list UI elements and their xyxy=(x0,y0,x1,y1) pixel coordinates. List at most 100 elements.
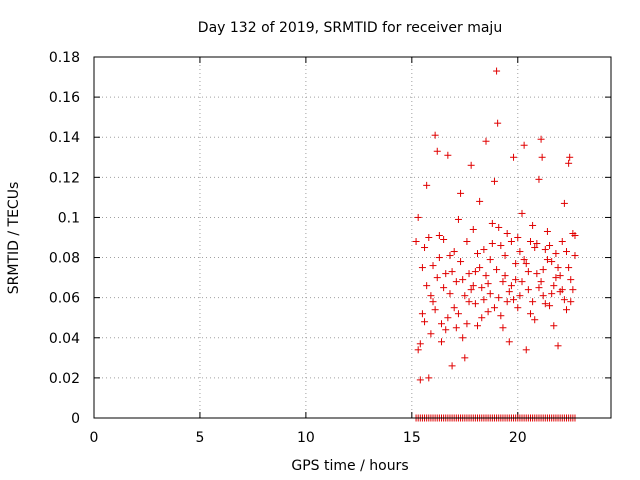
data-point xyxy=(501,252,509,260)
data-point xyxy=(493,266,501,274)
data-point xyxy=(457,189,465,197)
data-point xyxy=(435,254,443,262)
data-point xyxy=(435,231,443,239)
data-point xyxy=(444,314,452,322)
data-point xyxy=(569,286,577,294)
data-point xyxy=(416,340,424,348)
data-point xyxy=(416,376,424,384)
data-point xyxy=(533,270,541,278)
data-point xyxy=(427,292,435,300)
y-tick-label: 0.04 xyxy=(49,331,80,347)
data-point xyxy=(526,310,534,318)
data-point xyxy=(512,260,520,268)
data-point xyxy=(499,278,507,286)
data-point xyxy=(459,276,467,284)
data-point xyxy=(554,264,562,272)
data-point xyxy=(463,320,471,328)
data-point xyxy=(495,294,503,302)
data-point xyxy=(535,175,543,183)
data-point xyxy=(550,282,558,290)
data-point xyxy=(437,320,445,328)
data-point xyxy=(423,181,431,189)
data-point xyxy=(429,298,437,306)
data-point xyxy=(454,310,462,318)
data-point xyxy=(478,314,486,322)
data-point xyxy=(522,260,530,268)
data-point xyxy=(558,286,566,294)
data-point xyxy=(476,197,484,205)
data-point xyxy=(548,290,556,298)
data-point xyxy=(431,306,439,314)
data-point xyxy=(452,324,460,332)
data-point xyxy=(474,322,482,330)
data-point xyxy=(518,278,526,286)
data-point xyxy=(421,244,429,252)
data-point xyxy=(457,258,465,266)
data-point xyxy=(493,67,501,75)
y-tick-label: 0.16 xyxy=(49,90,80,106)
x-tick-label: 20 xyxy=(509,430,527,446)
y-tick-label: 0.08 xyxy=(49,251,80,267)
data-point xyxy=(437,338,445,346)
x-tick-label: 15 xyxy=(403,430,421,446)
data-point xyxy=(452,278,460,286)
data-point xyxy=(425,374,433,382)
data-point xyxy=(450,248,458,256)
data-point xyxy=(567,276,575,284)
data-point xyxy=(488,219,496,227)
data-point xyxy=(431,131,439,139)
data-point xyxy=(512,276,520,284)
y-tick-label: 0.06 xyxy=(49,291,80,307)
data-point xyxy=(516,248,524,256)
data-point xyxy=(514,234,522,241)
data-point xyxy=(440,284,448,292)
data-point xyxy=(554,342,562,350)
y-tick-label: 0.18 xyxy=(49,50,80,66)
data-point xyxy=(524,268,532,276)
data-point xyxy=(522,346,530,354)
data-point xyxy=(535,284,543,292)
y-axis-label: SRMTID / TECUs xyxy=(6,182,22,295)
data-point xyxy=(469,282,477,290)
data-point xyxy=(484,308,492,316)
data-point xyxy=(433,147,441,155)
data-point xyxy=(495,223,503,231)
data-point xyxy=(499,324,507,332)
data-point xyxy=(518,209,526,217)
data-point xyxy=(480,296,488,304)
data-point xyxy=(533,240,541,248)
data-point xyxy=(467,161,475,169)
y-tick-label: 0.14 xyxy=(49,130,80,146)
data-point xyxy=(560,199,568,207)
data-point xyxy=(524,286,532,294)
data-point xyxy=(494,119,502,127)
data-point xyxy=(471,300,479,308)
data-point xyxy=(514,304,522,312)
data-point xyxy=(565,159,573,167)
plot-frame xyxy=(93,56,612,419)
data-point xyxy=(503,229,511,237)
data-point xyxy=(459,334,467,342)
data-point xyxy=(552,274,560,282)
data-point xyxy=(520,141,528,149)
data-point xyxy=(454,215,462,223)
data-point xyxy=(497,312,505,320)
data-point xyxy=(531,316,539,324)
data-point xyxy=(427,330,435,338)
data-point xyxy=(543,256,551,264)
x-tick-label: 5 xyxy=(195,430,204,446)
data-point xyxy=(543,227,551,235)
data-point xyxy=(478,284,486,292)
data-point xyxy=(482,272,490,280)
data-point xyxy=(484,280,492,288)
data-point xyxy=(510,153,518,161)
data-point xyxy=(503,298,511,306)
data-point xyxy=(546,242,554,250)
data-point xyxy=(418,310,426,318)
data-point xyxy=(526,238,534,246)
data-point xyxy=(563,306,571,314)
data-point xyxy=(550,322,558,330)
data-point xyxy=(552,250,560,258)
data-point xyxy=(571,231,579,239)
